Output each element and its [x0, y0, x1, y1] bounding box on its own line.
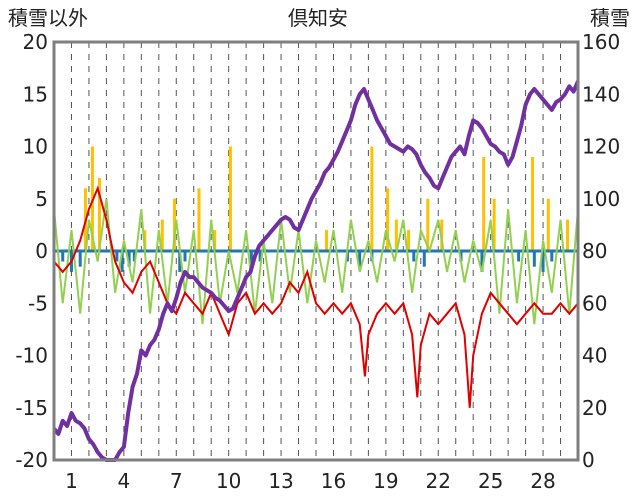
sunshine-bar	[412, 251, 416, 262]
y2-tick-label: 120	[582, 135, 620, 159]
y-tick-label: 15	[23, 82, 48, 106]
x-tick-label: 1	[65, 469, 78, 493]
y-tick-label: -5	[28, 291, 48, 315]
x-tick-label: 13	[268, 469, 293, 493]
y2-tick-label: 60	[582, 291, 607, 315]
x-tick-label: 4	[117, 469, 130, 493]
sunshine-bar	[422, 251, 426, 267]
precip-bar	[228, 146, 232, 251]
series-wind	[53, 198, 579, 325]
precip-bar	[173, 198, 177, 251]
x-tick-label: 7	[170, 469, 183, 493]
y2-tick-label: 140	[582, 82, 620, 106]
precip-bar	[482, 156, 486, 251]
y2-tick-label: 0	[582, 448, 595, 472]
sunshine-bar	[517, 251, 521, 262]
x-tick-label: 10	[216, 469, 241, 493]
y-tick-label: 20	[23, 30, 48, 54]
sunshine-bar	[127, 251, 131, 267]
sunshine-bar	[132, 251, 136, 262]
sunshine-bar	[120, 251, 124, 272]
y-tick-label: 5	[35, 187, 48, 211]
x-tick-label: 22	[426, 469, 451, 493]
precip-bar	[492, 198, 496, 251]
precip-bar	[370, 146, 374, 251]
y2-tick-label: 160	[582, 30, 620, 54]
sunshine-bar	[480, 251, 484, 272]
sunshine-bar	[541, 251, 545, 272]
y2-tick-label: 100	[582, 187, 620, 211]
sunshine-bar	[249, 251, 253, 267]
sunshine-bar	[258, 251, 262, 262]
chart-title: 倶知安	[288, 6, 348, 30]
series-temperature	[53, 185, 579, 408]
left-y-ticks: 20 15 10 5 0 -5 -10 -15 -20	[15, 30, 48, 472]
y-tick-label: -15	[15, 396, 48, 420]
sunshine-bar	[532, 251, 536, 267]
x-ticks: 1 4 7 10 13 16 19 22 25 28	[65, 469, 556, 493]
y-tick-label: 10	[23, 135, 48, 159]
precip-bar	[197, 188, 201, 251]
precip-bar	[407, 230, 411, 251]
precip-bar	[386, 188, 390, 251]
precip-bar	[531, 156, 535, 251]
x-tick-label: 25	[478, 469, 503, 493]
sunshine-bar	[61, 251, 65, 262]
sunshine-bar	[550, 251, 554, 262]
precip-bar	[213, 230, 217, 251]
precip-bar	[160, 219, 164, 251]
y-tick-label: -10	[15, 344, 48, 368]
series-snow-depth	[52, 80, 580, 462]
y2-tick-label: 20	[582, 396, 607, 420]
y2-tick-label: 80	[582, 239, 607, 263]
x-tick-label: 19	[373, 469, 398, 493]
right-y-ticks: 160 140 120 100 80 60 40 20 0	[582, 30, 620, 472]
sunshine-bar	[183, 251, 187, 262]
precip-bar	[324, 230, 328, 251]
plot-frame	[52, 40, 580, 462]
sunshine-bar	[358, 251, 362, 267]
precip-bar	[394, 219, 398, 251]
x-tick-label: 16	[321, 469, 346, 493]
y-tick-label: 0	[35, 239, 48, 263]
precip-bar	[546, 198, 550, 251]
sunshine-bar	[78, 251, 82, 267]
line-layer	[52, 80, 580, 462]
x-tick-label: 28	[530, 469, 555, 493]
precip-bar	[97, 177, 101, 251]
sunshine-bar	[178, 251, 182, 272]
right-axis-label: 積雪	[590, 6, 630, 30]
sunshine-bar	[115, 251, 119, 262]
left-axis-label: 積雪以外	[8, 6, 88, 30]
precip-bar	[566, 219, 570, 251]
precip-bar	[426, 198, 430, 251]
y-tick-label: -20	[15, 448, 48, 472]
y2-tick-label: 40	[582, 344, 607, 368]
